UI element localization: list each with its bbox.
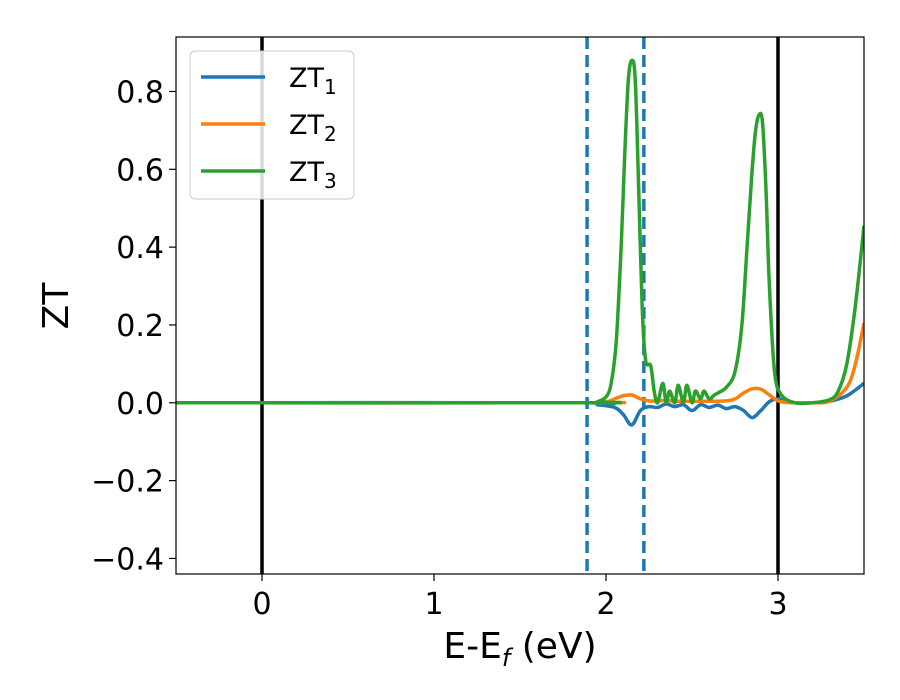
x-axis-label-unit: (eV): [510, 626, 596, 667]
y-tick-label-4: 0.4: [116, 231, 164, 266]
legend-label-zt2: ZT2: [289, 110, 337, 146]
y-tick-label-3: 0.2: [116, 309, 164, 344]
y-tick-label-6: 0.8: [116, 75, 164, 110]
axis-ticks: 0 1 2 3 −0.4 −0.2 0.0 0.2 0.4 0.6 0.8: [91, 75, 787, 622]
x-tick-label-0: 0: [252, 587, 271, 622]
y-tick-label-0: −0.4: [91, 542, 164, 577]
legend-box: [189, 50, 355, 200]
series-layer: [176, 58, 864, 427]
plot-frame: [175, 36, 865, 575]
y-tick-label-1: −0.2: [91, 465, 164, 500]
y-tick-label-5: 0.6: [116, 153, 164, 188]
y-tick-label-2: 0.0: [116, 387, 164, 422]
series-line-zt3: [176, 58, 864, 406]
x-tick-label-2: 2: [596, 587, 615, 622]
x-axis-label: E-Ef (eV): [443, 626, 596, 672]
legend-label-zt1: ZT1: [289, 63, 337, 99]
legend-label-zt3: ZT3: [289, 157, 337, 193]
x-tick-label-3: 3: [768, 587, 787, 622]
y-axis-label: ZT: [36, 282, 77, 330]
x-tick-label-1: 1: [424, 587, 443, 622]
legend: ZT1 ZT2 ZT3: [189, 50, 355, 200]
